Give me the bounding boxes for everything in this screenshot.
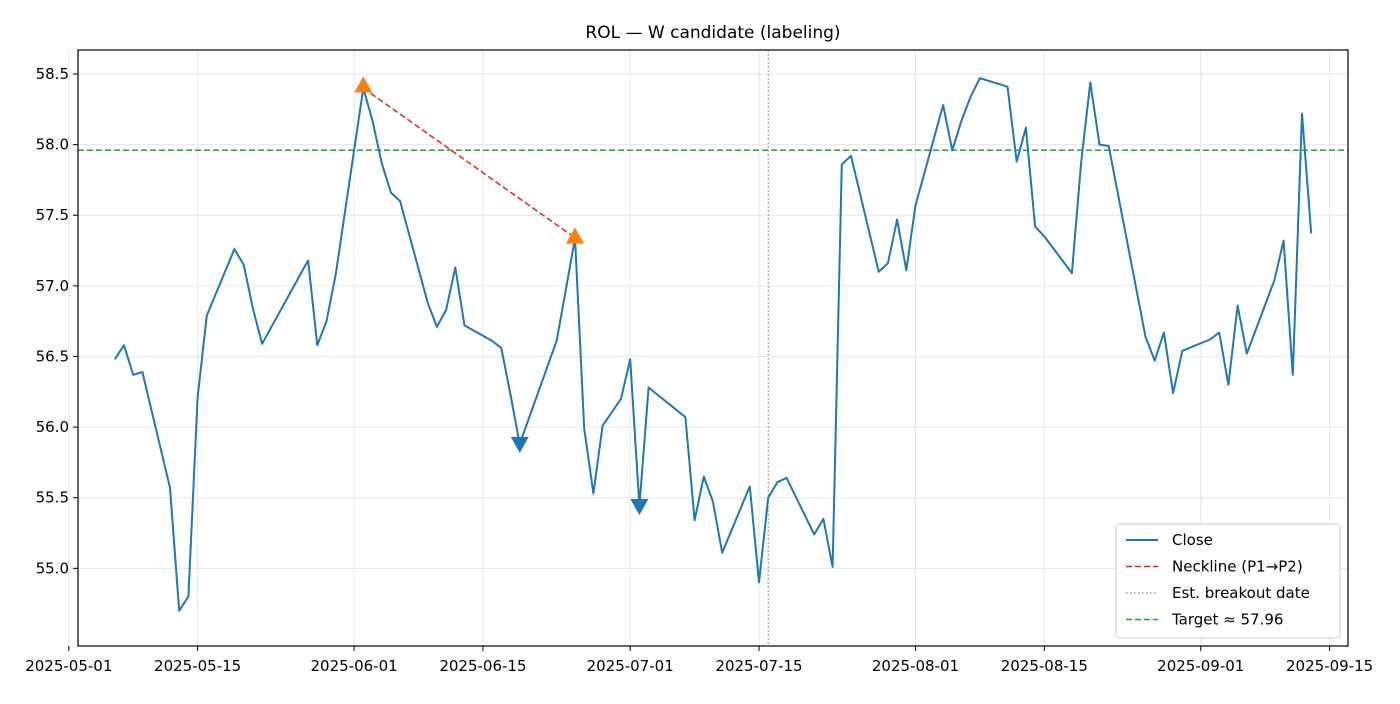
y-tick-label: 56.0 bbox=[36, 418, 69, 436]
legend-label: Close bbox=[1172, 531, 1213, 549]
x-tick-label: 2025-09-01 bbox=[1157, 657, 1244, 675]
x-tick-label: 2025-05-01 bbox=[25, 657, 112, 675]
x-tick-label: 2025-05-15 bbox=[154, 657, 241, 675]
chart-title: ROL — W candidate (labeling) bbox=[585, 23, 840, 43]
legend-label: Target ≈ 57.96 bbox=[1171, 611, 1283, 629]
legend-box bbox=[1115, 523, 1341, 639]
x-tick-label: 2025-08-15 bbox=[1001, 657, 1088, 675]
x-tick-label: 2025-09-15 bbox=[1286, 657, 1373, 675]
x-tick-label: 2025-07-01 bbox=[587, 657, 674, 675]
neckline bbox=[362, 87, 576, 239]
y-tick-label: 58.0 bbox=[36, 136, 69, 154]
plot-frame bbox=[77, 49, 1349, 647]
legend-label: Est. breakout date bbox=[1172, 584, 1310, 602]
series-layer bbox=[113, 77, 1313, 612]
peak-marker-p2 bbox=[565, 227, 584, 244]
x-tick-label: 2025-06-15 bbox=[439, 657, 526, 675]
y-tick-label: 57.5 bbox=[36, 206, 69, 224]
peak-marker-p1 bbox=[354, 76, 373, 93]
y-tick-label: 55.5 bbox=[36, 489, 69, 507]
x-tick-label: 2025-06-01 bbox=[310, 657, 397, 675]
y-tick-label: 57.0 bbox=[36, 277, 69, 295]
legend: Close Neckline (P1→P2) Est. breakout date T… bbox=[1115, 523, 1341, 639]
trough-marker-t2 bbox=[630, 498, 649, 516]
reference-lines bbox=[78, 50, 1348, 646]
x-tick-label: 2025-08-01 bbox=[872, 657, 959, 675]
y-tick-label: 55.0 bbox=[36, 559, 69, 577]
legend-label: Neckline (P1→P2) bbox=[1172, 558, 1303, 576]
marker-layer bbox=[354, 76, 649, 516]
grid-layer bbox=[68, 50, 1348, 646]
y-tick-label: 58.5 bbox=[36, 65, 69, 83]
trough-marker-t1 bbox=[510, 436, 529, 454]
close-price-line bbox=[113, 77, 1313, 612]
axis-layer: 2025-05-01 2025-05-15 2025-06-01 2025-06-15… bbox=[25, 65, 1373, 675]
x-tick-label: 2025-07-15 bbox=[715, 657, 802, 675]
y-tick-label: 56.5 bbox=[36, 347, 69, 365]
